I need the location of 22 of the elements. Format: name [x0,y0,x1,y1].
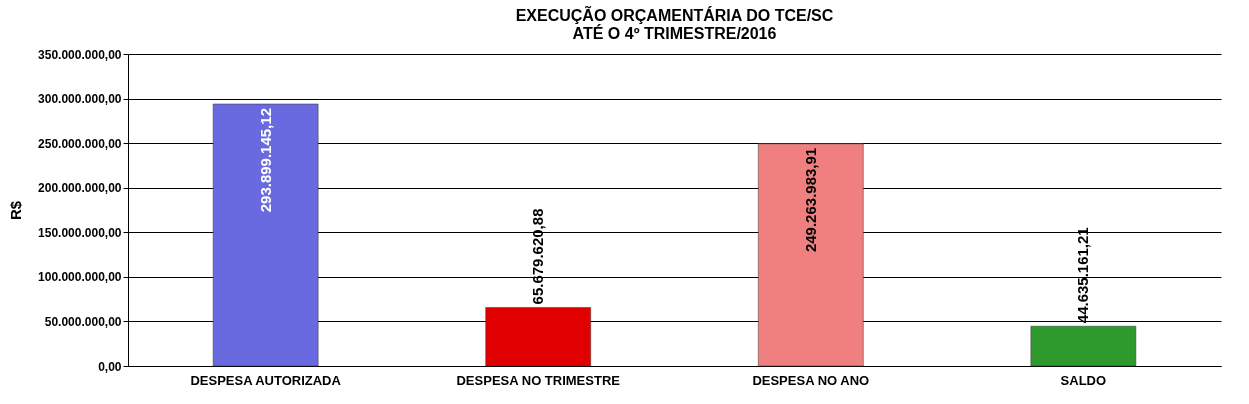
data-label: 249.263.983,91 [801,147,819,253]
y-tick-label: 150.000.000,00 [38,225,122,240]
bar [212,103,319,367]
y-axis-title: R$ [7,200,25,221]
x-tick-label: DESPESA NO ANO [752,372,870,388]
x-tick-label: DESPESA NO TRIMESTRE [456,372,621,388]
bar [485,307,591,367]
chart-title: EXECUÇÃO ORÇAMENTÁRIA DO TCE/SC ATÉ O 4º TRIMESTRE/2016 [515,5,834,42]
bar [758,143,864,367]
x-tick-label: DESPESA AUTORIZADA [190,372,342,388]
y-tick-label: 200.000.000,00 [38,181,122,196]
y-tick-label: 0,00 [98,359,122,374]
y-tick-label: 50.000.000,00 [44,314,122,329]
y-tick-label: 350.000.000,00 [38,47,122,62]
data-label: 65.679.620,88 [529,208,547,305]
x-tick-label: SALDO [1060,372,1107,388]
y-tick-label: 250.000.000,00 [38,136,122,151]
bar [1030,325,1137,367]
data-label: 44.635.161,21 [1074,227,1092,324]
y-tick-label: 100.000.000,00 [38,270,122,285]
data-label: 293.899.145,12 [256,108,274,213]
y-tick-label: 300.000.000,00 [38,92,122,107]
